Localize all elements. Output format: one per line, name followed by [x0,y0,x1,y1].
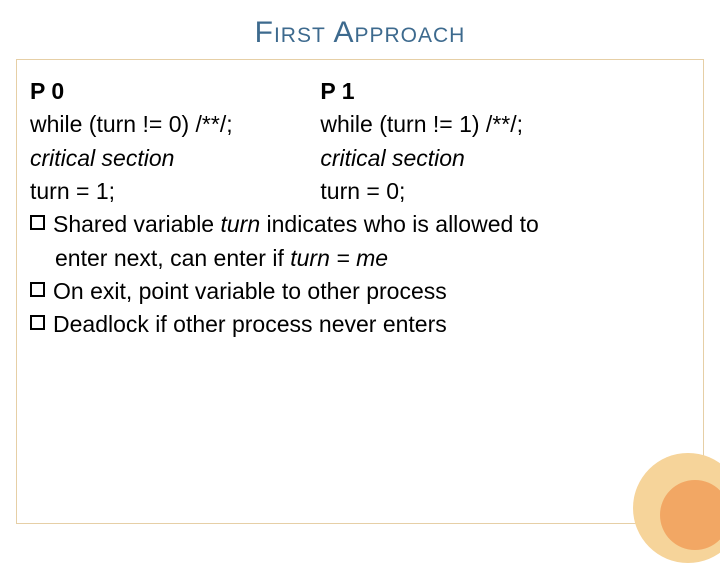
square-bullet-icon [30,215,45,230]
p1-while: while (turn != 1) /**/; [320,108,690,141]
bullet-2-text: On exit, point variable to other process [53,275,690,308]
bullet-3: Deadlock if other process never enters [30,308,690,341]
p0-while: while (turn != 0) /**/; [30,108,320,141]
bullet-1-turn: turn [221,211,261,237]
bullet-3-text: Deadlock if other process never enters [53,308,690,341]
bullet-1-mid: indicates who is allowed to [260,211,539,237]
p0-critical: critical section [30,142,320,175]
bullet-1-pre: Shared variable [53,211,221,237]
bullet-1-line2: enter next, can enter if turn = me [30,242,690,275]
p1-critical: critical section [320,142,690,175]
while-row: while (turn != 0) /**/; while (turn != 1… [30,108,690,141]
p1-header: P 1 [320,75,690,108]
turn-row: turn = 1; turn = 0; [30,175,690,208]
slide: First Approach P 0 P 1 while (turn != 0)… [0,0,720,540]
p0-turn: turn = 1; [30,175,320,208]
square-bullet-icon [30,315,45,330]
header-row: P 0 P 1 [30,75,690,108]
bullet-1-line2b: turn = me [290,245,388,271]
bullet-1-line2a: enter next, can enter if [55,245,290,271]
p1-turn: turn = 0; [320,175,690,208]
bullet-1-text: Shared variable turn indicates who is al… [53,208,690,241]
slide-content: P 0 P 1 while (turn != 0) /**/; while (t… [30,75,690,342]
bullet-1: Shared variable turn indicates who is al… [30,208,690,241]
slide-title: First Approach [0,16,720,50]
bullet-2: On exit, point variable to other process [30,275,690,308]
critical-row: critical section critical section [30,142,690,175]
square-bullet-icon [30,282,45,297]
p0-header: P 0 [30,75,320,108]
